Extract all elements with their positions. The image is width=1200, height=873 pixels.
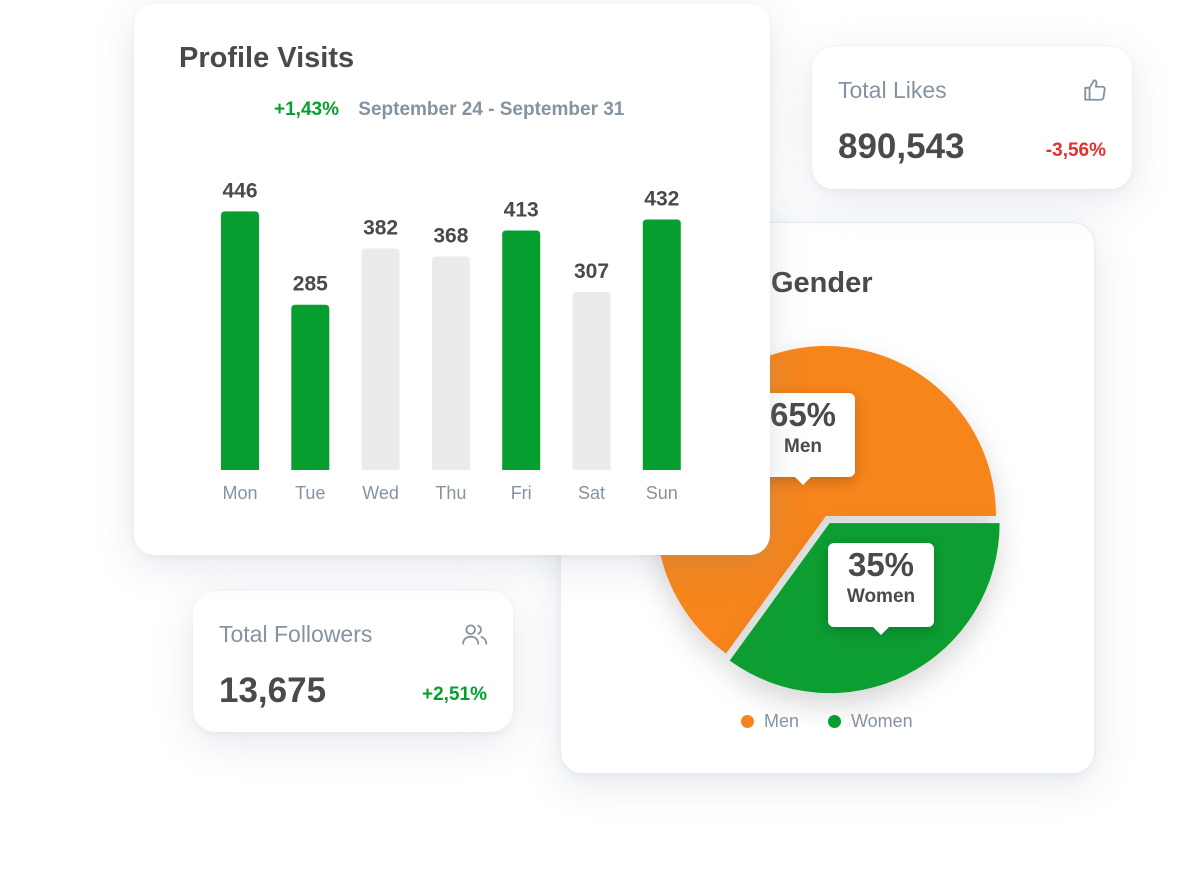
- x-tick-label-sun: Sun: [646, 483, 678, 503]
- bar-value-label-mon: 446: [222, 179, 257, 202]
- thumbs-up-icon[interactable]: [1082, 77, 1108, 108]
- x-tick-label-mon: Mon: [222, 483, 257, 503]
- legend-label-women: Women: [851, 711, 913, 731]
- users-icon[interactable]: [461, 621, 489, 652]
- profile-visits-subtitle: +1,43% September 24 - September 31: [274, 99, 624, 121]
- legend-label-men: Men: [764, 711, 800, 731]
- pie-tooltip-women: 35% Women: [828, 543, 934, 635]
- x-tick-label-sat: Sat: [578, 483, 605, 503]
- legend-item-women[interactable]: Women: [828, 711, 913, 732]
- x-tick-label-wed: Wed: [362, 483, 399, 503]
- total-followers-label: Total Followers: [219, 621, 373, 647]
- bar-tue[interactable]: [291, 304, 330, 470]
- total-likes-card: Total Likes 890,543 -3,56%: [812, 47, 1132, 189]
- bar-sat[interactable]: [572, 291, 611, 470]
- bar-value-label-fri: 413: [504, 198, 539, 221]
- profile-visits-bar-chart: 446 Mon 285 Tue 382 Wed 368 Thu 413 Fri 307 Sat 432 S…: [221, 179, 681, 503]
- total-likes-label: Total Likes: [838, 77, 947, 103]
- profile-visits-title: Profile Visits: [179, 42, 355, 74]
- profile-visits-date-range: September 24 - September 31: [358, 99, 625, 120]
- bar-value-label-wed: 382: [363, 216, 398, 239]
- gender-card: Gender 65% Men 35% Women Men Women: [560, 222, 1095, 774]
- legend-swatch-men: [741, 715, 754, 728]
- bar-mon[interactable]: [221, 211, 259, 470]
- x-tick-label-fri: Fri: [511, 483, 532, 503]
- bar-fri[interactable]: [502, 230, 541, 470]
- total-followers-card: Total Followers 13,675 +2,51%: [193, 591, 513, 732]
- bar-sun[interactable]: [642, 219, 681, 470]
- total-followers-value: 13,675: [219, 671, 327, 710]
- pie-value-label-women: 35%: [847, 546, 915, 583]
- pie-category-label-men: Men: [784, 436, 822, 457]
- total-likes-value: 890,543: [838, 127, 965, 166]
- gender-title: Gender: [771, 267, 873, 299]
- bar-value-label-tue: 285: [293, 273, 328, 296]
- pie-value-label-men: 65%: [769, 396, 837, 433]
- profile-visits-change: +1,43%: [274, 99, 339, 120]
- profile-visits-card: Profile Visits +1,43% September 24 - Sep…: [134, 4, 770, 555]
- total-followers-change: +2,51%: [422, 684, 487, 705]
- pie-category-label-women: Women: [846, 586, 916, 607]
- bar-value-label-sat: 307: [574, 260, 609, 283]
- bar-value-label-sun: 432: [644, 187, 679, 210]
- x-tick-label-thu: Thu: [435, 483, 466, 503]
- total-likes-change: -3,56%: [1045, 140, 1106, 161]
- x-tick-label-tue: Tue: [295, 483, 325, 503]
- legend-swatch-women: [828, 715, 841, 728]
- bar-thu[interactable]: [431, 256, 470, 470]
- bar-value-label-thu: 368: [433, 225, 468, 248]
- legend-item-men[interactable]: Men: [741, 711, 799, 732]
- bar-wed[interactable]: [361, 248, 400, 470]
